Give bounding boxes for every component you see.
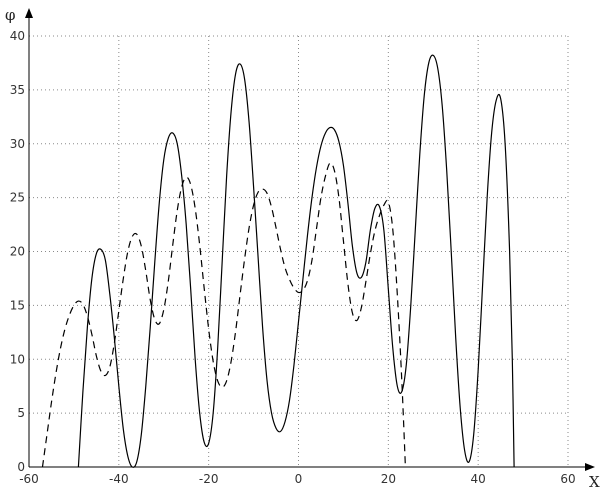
x-tick-label: 40 [471, 472, 486, 486]
y-axis-label: φ [5, 6, 16, 24]
x-tick-label: -20 [199, 472, 219, 486]
tick-labels: -60 -40 -20 0 20 40 60 0 5 10 15 20 25 30 35 40 [10, 29, 576, 486]
y-tick-label: 30 [10, 137, 25, 151]
y-tick-label: 10 [10, 352, 25, 366]
y-tick-label: 0 [17, 460, 25, 474]
x-tick-label: -60 [19, 472, 39, 486]
y-tick-label: 40 [10, 29, 25, 43]
y-tick-label: 35 [10, 83, 25, 97]
x-tick-label: 0 [295, 472, 303, 486]
grid [29, 35, 569, 467]
y-tick-label: 20 [10, 245, 25, 259]
x-tick-label: 20 [381, 472, 396, 486]
axes [25, 8, 595, 471]
x-tick-label: 60 [560, 472, 575, 486]
x-axis-label: X [589, 473, 600, 488]
y-tick-label: 5 [17, 406, 25, 420]
series-line-solid [77, 54, 515, 468]
y-tick-label: 15 [10, 298, 25, 312]
y-axis-arrow-icon [25, 8, 33, 18]
y-tick-label: 25 [10, 191, 25, 205]
x-axis-arrow-icon [585, 463, 595, 471]
x-tick-label: -40 [109, 472, 129, 486]
series-line-dashed [41, 162, 407, 468]
series-lines [41, 54, 515, 468]
